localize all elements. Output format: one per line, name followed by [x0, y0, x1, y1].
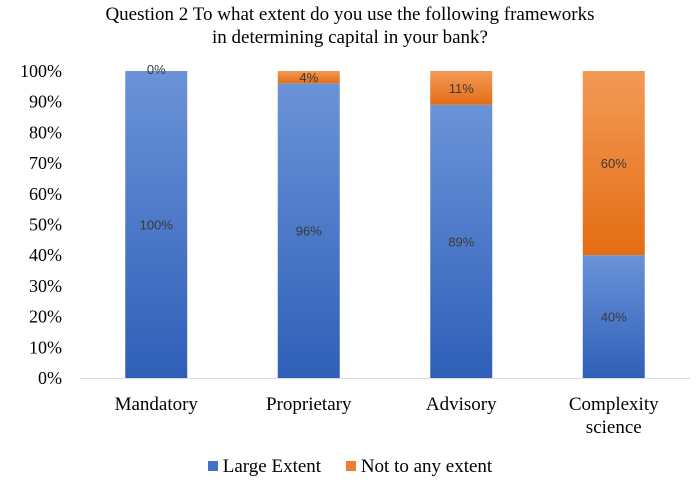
data-label: 11%	[449, 81, 474, 96]
legend-item-not-to-any-extent: Not to any extent	[345, 456, 493, 478]
y-tick-label: 50%	[29, 215, 62, 235]
data-label: 89%	[448, 234, 474, 249]
y-tick-label: 30%	[29, 276, 62, 296]
y-tick-label: 90%	[29, 92, 62, 112]
chart-title-line-2: in determining capital in your bank?	[212, 27, 488, 48]
x-category-label: science	[586, 417, 642, 438]
x-category-label: Advisory	[426, 394, 497, 415]
y-tick-label: 80%	[29, 122, 62, 142]
y-tick-label: 10%	[29, 337, 62, 357]
x-category-label: Mandatory	[115, 394, 199, 415]
legend: Large Extent Not to any extent	[0, 456, 700, 478]
y-tick-label: 40%	[29, 245, 62, 265]
data-label: 100%	[140, 218, 174, 233]
data-label: 40%	[601, 310, 627, 325]
y-tick-label: 0%	[38, 368, 62, 388]
bar-segment	[430, 104, 493, 379]
y-tick-label: 20%	[29, 307, 62, 327]
x-category-label: Complexity	[569, 394, 659, 415]
bar-segment	[125, 71, 188, 378]
bar-segment	[430, 71, 493, 105]
y-tick-label: 100%	[20, 61, 62, 81]
chart-title-line-1: Question 2 To what extent do you use the…	[105, 4, 595, 25]
bar-segment	[277, 71, 340, 84]
y-tick-label: 70%	[29, 153, 62, 173]
legend-label-large-extent: Large Extent	[222, 456, 322, 477]
legend-swatch-not-to-any-extent	[345, 461, 356, 471]
data-label: 96%	[296, 224, 322, 239]
legend-swatch-large-extent	[207, 461, 218, 471]
data-label: 4%	[299, 70, 318, 85]
data-label: 60%	[601, 156, 627, 171]
bar-segment	[277, 83, 340, 378]
legend-label-not-to-any-extent: Not to any extent	[360, 456, 493, 477]
bar-segment	[582, 71, 645, 256]
data-label: 0%	[147, 62, 166, 77]
y-tick-label: 60%	[29, 184, 62, 204]
bar-segment	[582, 255, 645, 378]
legend-item-large-extent: Large Extent	[207, 456, 322, 478]
x-category-label: Proprietary	[266, 394, 352, 415]
